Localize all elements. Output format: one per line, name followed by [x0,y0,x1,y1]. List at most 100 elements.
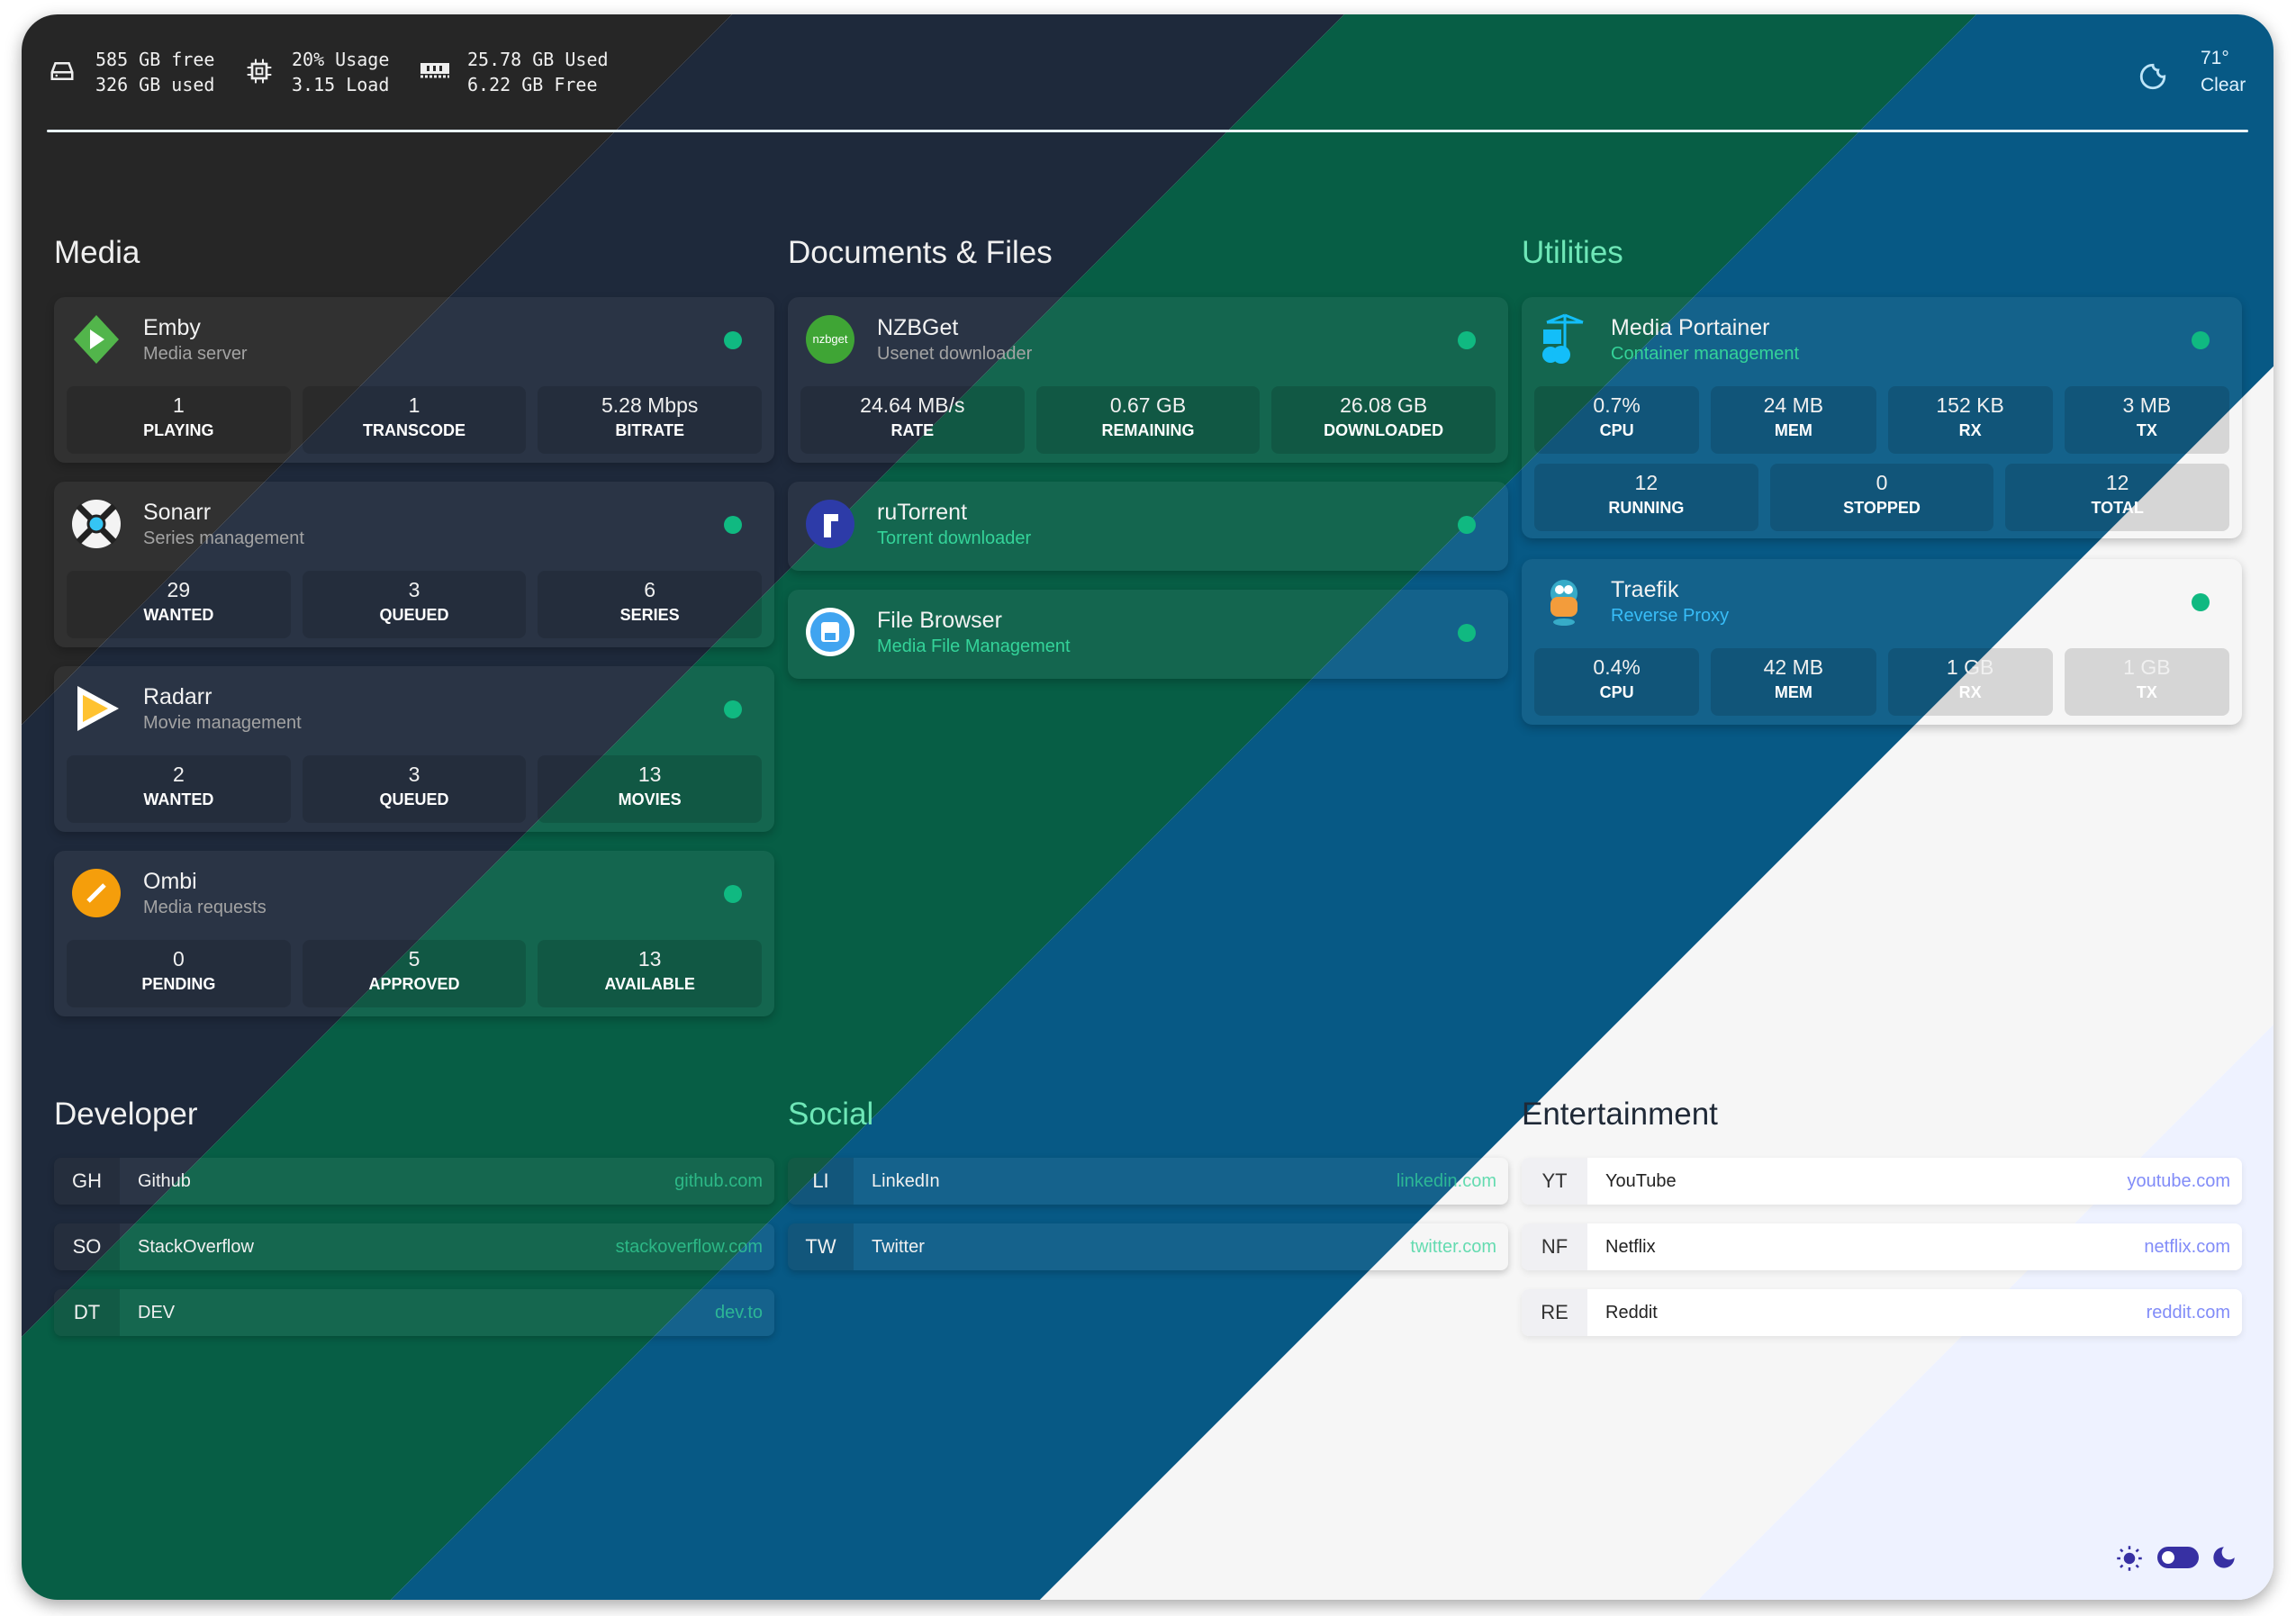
bookmark-netflix[interactable]: NF Netflix netflix.com [1522,1223,2242,1270]
stat-value: 13 [637,947,662,971]
bookmark-youtube[interactable]: YT YouTube youtube.com [1522,1158,2242,1205]
status-online-indicator [2192,331,2210,349]
toggle-knob [2162,1551,2174,1564]
weather-condition: Clear [2201,75,2246,95]
stat-running: 12 RUNNING [1534,464,1758,531]
stat-label: TRANSCODE [363,421,466,439]
bookmark-url[interactable]: stackoverflow.com [615,1236,763,1257]
stat-label: APPROVED [368,975,460,993]
bookmark-linkedin[interactable]: LI LinkedIn linkedin.com [788,1158,1508,1205]
sonarr-logo-icon [72,500,121,548]
moon-icon[interactable] [2211,1545,2237,1570]
bookmark-name: Reddit [1605,1302,1658,1323]
stat-value: 24.64 MB/s [860,393,965,417]
bookmark-abbreviation: RE [1522,1289,1587,1336]
bookmark-github[interactable]: GH Github github.com [54,1158,774,1205]
header-divider [47,130,2248,132]
service-card-emby[interactable]: Emby Media server 1 PLAYING 1 TRANSCODE 5.28… [54,297,774,463]
stat-value: 0.7% [1593,393,1641,417]
service-name: Ombi [143,869,197,894]
cpu-load: 3.15 Load [292,74,390,95]
bookmark-name: LinkedIn [872,1170,940,1191]
stat-stopped: 0 STOPPED [1769,464,1994,531]
stat-label: WANTED [143,790,214,808]
stat-value: 24 MB [1763,393,1824,417]
status-online-indicator [1458,331,1476,349]
disk-stats: 585 GB free 326 GB used [95,47,214,97]
stat-mem: 24 MB MEM [1711,386,1876,454]
stat-label: STOPPED [1843,499,1921,517]
sun-icon[interactable] [2116,1545,2143,1572]
service-description: Series management [143,528,304,548]
moon-outline-icon [2139,63,2166,90]
stat-value: 0.67 GB [1109,393,1187,417]
stats-row: 0 PENDING 5 APPROVED 13 AVAILABLE [67,940,763,1007]
service-card-traefik[interactable]: Traefik Reverse Proxy 0.4% CPU 42 MB MEM 1 G… [1522,559,2242,725]
disk-free: 585 GB free [95,49,215,70]
bookmark-abbreviation: GH [54,1158,120,1205]
status-online-indicator [724,885,742,903]
bookmark-url[interactable]: dev.to [715,1302,763,1323]
service-name: Traefik [1611,577,1679,602]
stat-value: 12 [2105,471,2129,494]
bookmark-reddit[interactable]: RE Reddit reddit.com [1522,1289,2242,1336]
service-card-media-portainer[interactable]: Media Portainer Container management 0.7… [1522,297,2242,538]
section-title-entertainment: Entertainment [1522,1097,1718,1132]
service-card-nzbget[interactable]: nzbget NZBGet Usenet downloader 24.64 MB… [788,297,1508,463]
stat-tx: 1 GB TX [2064,648,2229,716]
bookmark-abbreviation: NF [1522,1223,1587,1270]
service-card-radarr[interactable]: Radarr Movie management 2 WANTED 3 QUEUED 13… [54,666,774,832]
stat-label: CPU [1599,421,1634,439]
stat-value: 0 [172,947,185,971]
bookmark-url[interactable]: netflix.com [2144,1236,2230,1257]
bookmark-url[interactable]: linkedin.com [1396,1170,1496,1191]
stats-row: 1 PLAYING 1 TRANSCODE 5.28 Mbps BITRATE [67,386,763,454]
theme-toggle-switch[interactable] [2157,1547,2199,1568]
bookmark-name: Twitter [872,1236,925,1257]
bookmark-url[interactable]: twitter.com [1410,1236,1496,1257]
service-name: ruTorrent [877,500,968,525]
stat-total: 12 TOTAL [2005,464,2230,531]
ram-stats: 25.78 GB Used 6.22 GB Free [467,47,609,97]
bookmark-twitter[interactable]: TW Twitter twitter.com [788,1223,1508,1270]
bookmark-url[interactable]: github.com [674,1170,763,1191]
dashboard: 585 GB free 326 GB used 20% Usage 3.15 Loa… [22,14,2273,1600]
bookmark-dev[interactable]: DT DEV dev.to [54,1289,774,1336]
section-title-utilities: Utilities [1522,235,1623,270]
status-online-indicator [724,700,742,718]
stat-value: 3 [408,763,420,786]
stat-value: 1 [172,393,185,417]
bookmark-url[interactable]: reddit.com [2146,1302,2230,1323]
ram-used: 25.78 GB Used [467,49,609,70]
bookmark-name: DEV [138,1302,176,1323]
ombi-logo-icon [72,869,121,917]
service-card-file-browser[interactable]: File Browser Media File Management [788,590,1508,679]
bookmark-stackoverflow[interactable]: SO StackOverflow stackoverflow.com [54,1223,774,1270]
service-description: Reverse Proxy [1611,606,1730,626]
portainer-logo-icon [1542,313,1584,364]
service-description: Media File Management [877,636,1071,656]
service-card-ombi[interactable]: Ombi Media requests 0 PENDING 5 APPROVED 13 A… [54,851,774,1016]
service-description: Torrent downloader [877,528,1032,548]
theme-band-blue [391,14,2273,1600]
service-card-sonarr[interactable]: Sonarr Series management 29 WANTED 3 QUEUED… [54,482,774,647]
stat-label: RATE [890,421,935,439]
cpu-usage: 20% Usage [292,49,390,70]
section-title-developer: Developer [54,1097,198,1132]
stat-wanted: 2 WANTED [67,755,291,823]
stat-label: MEM [1774,421,1812,439]
service-description: Movie management [143,713,302,733]
radarr-logo-icon [77,686,119,731]
traefik-logo-icon [1550,580,1577,626]
service-description: Media requests [143,898,267,917]
stat-label: PENDING [141,975,216,993]
stat-value: 0 [1876,471,1888,494]
bookmark-url[interactable]: youtube.com [2127,1170,2230,1191]
theme-band-green [22,14,1976,1600]
filebrowser-logo-icon [806,608,854,656]
weather-widget: 71° Clear [2201,45,2246,99]
service-card-rutorrent[interactable]: ruTorrent Torrent downloader [788,482,1508,571]
stat-value: 5.28 Mbps [601,393,699,417]
memory-icon [420,63,449,78]
stat-approved: 5 APPROVED [302,940,527,1007]
